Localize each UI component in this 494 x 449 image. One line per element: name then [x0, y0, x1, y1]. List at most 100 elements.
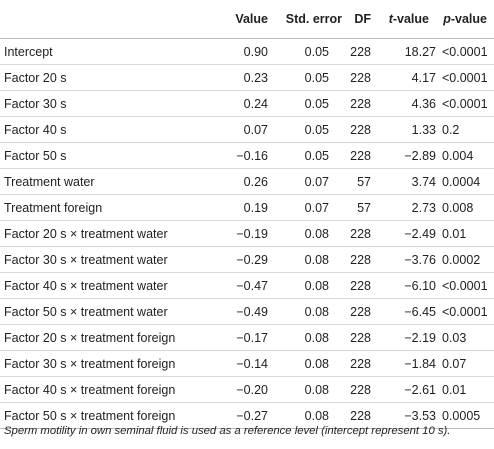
- header-t-value-suffix: -value: [392, 12, 429, 26]
- cell-std-error: 0.08: [304, 305, 329, 319]
- cell-df: 228: [350, 383, 371, 397]
- header-value: Value: [235, 12, 268, 26]
- cell-std-error: 0.07: [304, 201, 329, 215]
- row-label: Treatment foreign: [4, 201, 103, 215]
- table-row: Factor 40 s × treatment water −0.47 0.08 22…: [0, 273, 494, 299]
- cell-std-error: 0.05: [304, 45, 329, 59]
- cell-t-value: 2.73: [411, 201, 436, 215]
- row-label: Factor 40 s × treatment water: [4, 279, 168, 293]
- header-t-value-symbol: t: [388, 12, 393, 26]
- cell-std-error: 0.08: [304, 357, 329, 371]
- cell-t-value: 1.33: [411, 123, 436, 137]
- cell-df: 228: [350, 123, 371, 137]
- table-row: Intercept 0.90 0.05 228 18.27 <0.0001: [0, 39, 494, 65]
- row-label: Factor 20 s × treatment water: [4, 227, 168, 241]
- row-label: Factor 30 s: [4, 97, 67, 111]
- table-row: Factor 50 s −0.16 0.05 228 −2.89 0.004: [0, 143, 494, 169]
- cell-std-error: 0.08: [304, 331, 329, 345]
- header-df: DF: [354, 12, 371, 26]
- cell-p-value: 0.03: [442, 331, 467, 345]
- cell-std-error: 0.08: [304, 279, 329, 293]
- cell-df: 228: [350, 149, 371, 163]
- cell-std-error: 0.08: [304, 253, 329, 267]
- cell-p-value: 0.0004: [442, 175, 481, 189]
- table-row: Factor 20 s × treatment foreign −0.17 0.08…: [0, 325, 494, 351]
- header-std-error: Std. error: [285, 12, 342, 26]
- cell-df: 228: [350, 305, 371, 319]
- cell-std-error: 0.08: [304, 383, 329, 397]
- row-label: Factor 40 s: [4, 123, 67, 137]
- cell-value: 0.23: [243, 71, 268, 85]
- cell-value: 0.19: [243, 201, 268, 215]
- cell-value: 0.90: [243, 45, 268, 59]
- table-row: Factor 30 s × treatment foreign −0.14 0.08…: [0, 351, 494, 377]
- cell-value: 0.07: [243, 123, 268, 137]
- cell-p-value: 0.01: [442, 383, 467, 397]
- table-row: Treatment water 0.26 0.07 57 3.74 0.0004: [0, 169, 494, 195]
- cell-std-error: 0.07: [304, 175, 329, 189]
- results-table: Value Std. error DF t-value p-value Inte…: [0, 0, 494, 429]
- cell-t-value: −6.45: [404, 305, 436, 319]
- row-label: Factor 30 s × treatment foreign: [4, 357, 176, 371]
- header-p-value-symbol: p: [443, 12, 451, 26]
- cell-value: −0.47: [236, 279, 268, 293]
- cell-t-value: −2.61: [404, 383, 436, 397]
- cell-value: −0.27: [236, 409, 268, 423]
- cell-df: 228: [350, 331, 371, 345]
- cell-t-value: −3.53: [404, 409, 436, 423]
- cell-std-error: 0.08: [304, 409, 329, 423]
- cell-t-value: −2.49: [404, 227, 436, 241]
- cell-t-value: 4.36: [411, 97, 436, 111]
- cell-t-value: −3.76: [404, 253, 436, 267]
- row-label: Factor 50 s × treatment water: [4, 305, 168, 319]
- header-p-value-suffix: -value: [450, 12, 487, 26]
- cell-p-value: <0.0001: [442, 279, 488, 293]
- cell-value: −0.14: [236, 357, 268, 371]
- cell-value: −0.20: [236, 383, 268, 397]
- cell-std-error: 0.08: [304, 227, 329, 241]
- cell-p-value: <0.0001: [442, 305, 488, 319]
- cell-std-error: 0.05: [304, 149, 329, 163]
- cell-value: 0.24: [243, 97, 268, 111]
- cell-df: 57: [357, 201, 371, 215]
- cell-value: −0.19: [236, 227, 268, 241]
- row-label: Factor 40 s × treatment foreign: [4, 383, 176, 397]
- table-row: Factor 40 s × treatment foreign −0.20 0.08…: [0, 377, 494, 403]
- table-row: Factor 40 s 0.07 0.05 228 1.33 0.2: [0, 117, 494, 143]
- table-row: Factor 30 s 0.24 0.05 228 4.36 <0.0001: [0, 91, 494, 117]
- header-divider: [0, 38, 494, 39]
- cell-value: −0.16: [236, 149, 268, 163]
- table-row: Factor 20 s 0.23 0.05 228 4.17 <0.0001: [0, 65, 494, 91]
- cell-t-value: 18.27: [404, 45, 436, 59]
- row-label: Factor 30 s × treatment water: [4, 253, 168, 267]
- cell-p-value: 0.07: [442, 357, 467, 371]
- cell-df: 228: [350, 227, 371, 241]
- cell-p-value: 0.01: [442, 227, 467, 241]
- cell-df: 228: [350, 409, 371, 423]
- cell-p-value: <0.0001: [442, 71, 488, 85]
- cell-value: −0.17: [236, 331, 268, 345]
- cell-std-error: 0.05: [304, 123, 329, 137]
- cell-t-value: −1.84: [404, 357, 436, 371]
- header-t-value: t-value: [389, 12, 429, 26]
- cell-p-value: 0.0005: [442, 409, 481, 423]
- table-header: Value Std. error DF t-value p-value: [0, 0, 494, 38]
- cell-df: 228: [350, 45, 371, 59]
- cell-p-value: <0.0001: [442, 97, 488, 111]
- cell-df: 228: [350, 253, 371, 267]
- cell-t-value: 3.74: [411, 175, 436, 189]
- cell-p-value: 0.008: [442, 201, 474, 215]
- row-label: Factor 50 s × treatment foreign: [4, 409, 176, 423]
- cell-value: −0.49: [236, 305, 268, 319]
- row-label: Treatment water: [4, 175, 95, 189]
- row-label: Factor 20 s × treatment foreign: [4, 331, 176, 345]
- cell-df: 57: [357, 175, 371, 189]
- cell-p-value: 0.0002: [442, 253, 481, 267]
- table-footnote: Sperm motility in own seminal fluid is u…: [4, 425, 451, 437]
- cell-value: −0.29: [236, 253, 268, 267]
- table-row: Treatment foreign 0.19 0.07 57 2.73 0.008: [0, 195, 494, 221]
- cell-t-value: −6.10: [404, 279, 436, 293]
- cell-t-value: −2.19: [404, 331, 436, 345]
- cell-std-error: 0.05: [304, 97, 329, 111]
- table-row: Factor 50 s × treatment foreign −0.27 0.08…: [0, 403, 494, 429]
